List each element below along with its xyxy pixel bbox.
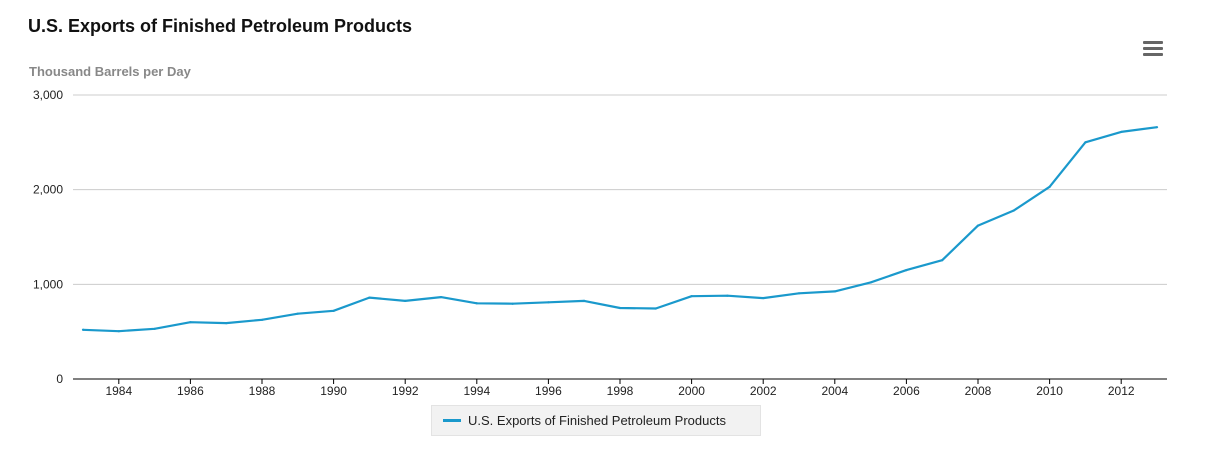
data-point [189,321,192,324]
data-point [618,306,622,310]
menu-bar [1143,53,1163,56]
x-tick-label: 2008 [965,384,992,398]
data-point [547,301,550,304]
data-point [511,302,514,305]
data-point [225,322,228,325]
data-point [404,299,407,302]
data-point [117,330,120,333]
x-tick-label: 2010 [1036,384,1063,398]
y-axis-label: Thousand Barrels per Day [29,64,191,79]
data-point [583,299,586,302]
data-point [439,296,443,299]
x-tick-label: 1992 [392,384,419,398]
x-tick-label: 2004 [821,384,848,398]
hamburger-menu-icon[interactable] [1140,38,1166,60]
data-point [332,309,335,312]
data-point [296,312,299,315]
data-point [869,281,872,284]
data-point [81,328,85,331]
data-point [1120,130,1123,134]
y-tick-label: 2,000 [33,183,63,197]
y-tick-label: 1,000 [33,277,63,291]
chart-title: U.S. Exports of Finished Petroleum Produ… [28,16,413,36]
x-tick-label: 1988 [249,384,276,398]
data-point [1084,141,1087,144]
x-tick-label: 1986 [177,384,204,398]
y-tick-label: 0 [56,372,63,386]
legend-item[interactable]: U.S. Exports of Finished Petroleum Produ… [431,405,761,436]
legend-label: U.S. Exports of Finished Petroleum Produ… [468,413,726,428]
data-point [726,294,729,297]
data-point [153,327,156,330]
data-point [260,318,264,321]
data-point [833,290,836,293]
data-point [905,269,908,272]
data-point [654,307,657,310]
x-tick-label: 2006 [893,384,920,398]
data-point [368,296,371,299]
x-tick-label: 1998 [607,384,634,398]
series-line [82,126,1158,333]
data-point [475,302,478,305]
data-point [762,296,765,300]
data-point [1048,185,1051,188]
data-point [976,224,980,227]
y-tick-label: 3,000 [33,88,63,102]
x-tick-label: 2002 [750,384,777,398]
menu-bar [1143,41,1163,44]
x-tick-label: 1996 [535,384,562,398]
data-point [690,295,693,298]
x-tick-label: 2000 [678,384,705,398]
data-point [941,259,944,262]
x-tick-label: 1984 [105,384,132,398]
data-point [1155,126,1159,129]
menu-bar [1143,47,1163,50]
data-point [1012,209,1015,212]
x-tick-label: 2012 [1108,384,1135,398]
x-tick-label: 1990 [320,384,347,398]
data-point [797,292,801,295]
legend-swatch [443,419,461,422]
x-tick-label: 1994 [463,384,490,398]
